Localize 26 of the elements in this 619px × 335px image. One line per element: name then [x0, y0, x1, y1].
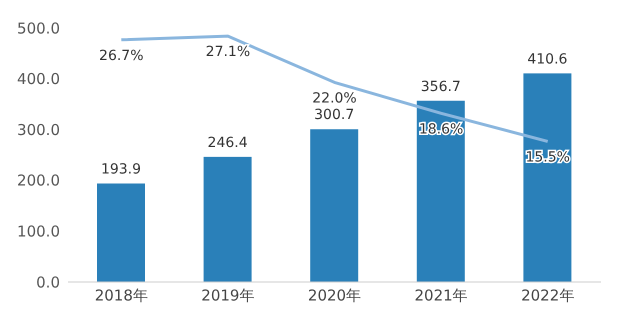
data-label: 18.6% — [418, 121, 464, 138]
x-tick-label: 2019年 — [201, 286, 254, 305]
data-label: 410.6 — [527, 51, 568, 68]
y-tick-label: 200.0 — [17, 172, 60, 190]
data-label: 15.5% — [525, 149, 570, 166]
x-tick-label: 2021年 — [414, 286, 468, 305]
y-tick-label: 100.0 — [17, 222, 60, 241]
data-label: 300.7 — [314, 107, 354, 124]
data-label: 356.7 — [420, 78, 461, 95]
data-label: 26.7% — [99, 48, 144, 64]
data-label: 27.1% — [206, 44, 250, 60]
x-tick-label: 2018年 — [94, 286, 148, 305]
bar — [204, 156, 252, 282]
y-tick-label: 0.0 — [36, 273, 60, 292]
y-tick-label: 400.0 — [17, 70, 60, 88]
x-tick-label: 2022年 — [521, 286, 574, 305]
data-label: 246.4 — [208, 134, 248, 151]
data-label: 22.0% — [312, 90, 357, 106]
y-tick-label: 300.0 — [17, 120, 60, 139]
bar — [523, 73, 572, 282]
data-label: 193.9 — [100, 162, 142, 178]
bar — [416, 100, 465, 282]
x-tick-label: 2020年 — [308, 286, 362, 305]
bar — [97, 184, 145, 282]
y-tick-label: 500.0 — [17, 19, 60, 38]
bar — [310, 129, 358, 282]
